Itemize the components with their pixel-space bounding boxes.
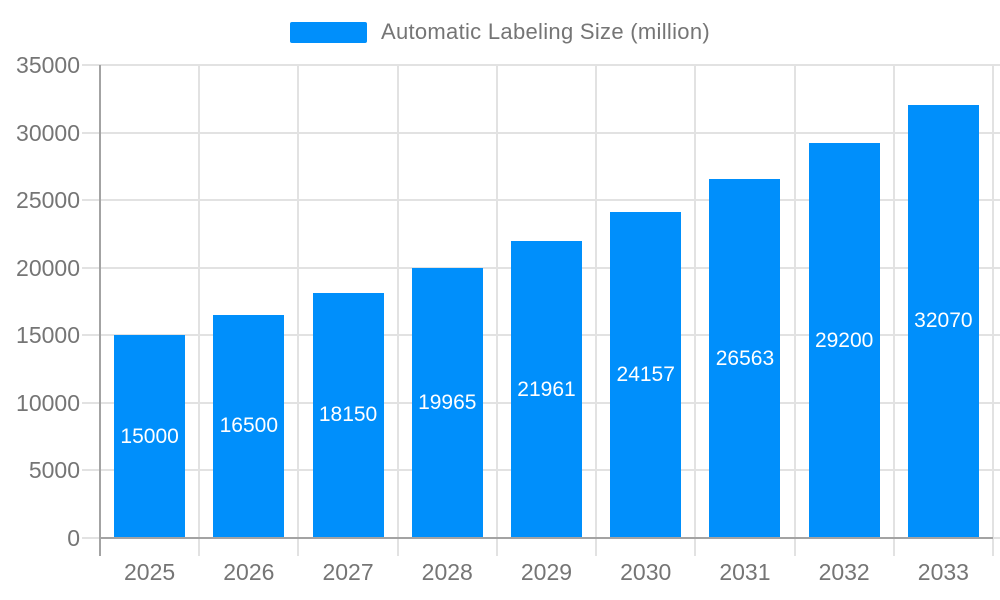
bar[interactable]: 24157 [610,211,682,538]
v-gridline [694,65,697,556]
bar-value-label: 15000 [120,424,179,448]
y-tick-label: 5000 [28,457,80,484]
legend-label: Automatic Labeling Size (million) [380,19,711,44]
bar[interactable]: 29200 [808,143,880,538]
legend-item[interactable]: Automatic Labeling Size (million) [0,18,1000,46]
y-tick-label: 25000 [16,187,80,214]
y-tick-label: 20000 [16,254,80,281]
x-tick-label: 2025 [124,559,176,585]
bar-value-label: 19965 [418,391,477,415]
y-axis-line [99,65,101,556]
v-gridline [992,65,994,556]
bar-value-label: 29200 [814,328,874,352]
bar-value-label: 32070 [914,309,973,333]
x-tick-label: 2028 [421,559,473,585]
y-tick-label: 15000 [16,322,80,349]
y-tick-label: 0 [67,525,80,551]
x-axis-line [100,537,993,539]
x-tick-label: 2032 [818,559,870,585]
x-tick-label: 2029 [520,559,573,585]
bar-value-label: 18150 [318,403,378,427]
bar[interactable]: 16500 [213,315,285,538]
h-gridline [82,64,1000,66]
v-gridline [297,65,300,556]
bar[interactable]: 15000 [114,335,186,538]
x-tick-label: 2030 [620,559,672,585]
x-tick-label: 2027 [322,559,374,585]
bar-value-label: 26563 [715,346,775,370]
v-gridline [595,65,598,556]
bar-value-label: 16500 [219,414,279,438]
y-tick-label: 30000 [16,119,80,146]
bar[interactable]: 26563 [709,179,781,538]
x-tick-label: 2033 [917,559,969,585]
v-gridline [198,65,201,556]
h-gridline [82,199,1000,202]
x-tick-label: 2026 [223,559,275,585]
bar-value-label: 21961 [517,377,576,401]
bar[interactable]: 32070 [907,104,979,538]
v-gridline [793,65,796,556]
x-tick-label: 2031 [719,559,771,585]
y-tick-label: 35000 [16,52,80,78]
bar[interactable]: 19965 [411,268,483,538]
y-tick-label: 10000 [16,389,80,416]
bar[interactable]: 18150 [312,292,384,538]
v-gridline [892,65,895,556]
bar-value-label: 24157 [616,362,675,386]
legend-swatch-icon [289,21,367,43]
v-gridline [495,65,498,556]
v-gridline [396,65,399,556]
bar[interactable]: 21961 [511,241,582,538]
h-gridline [82,131,1000,134]
